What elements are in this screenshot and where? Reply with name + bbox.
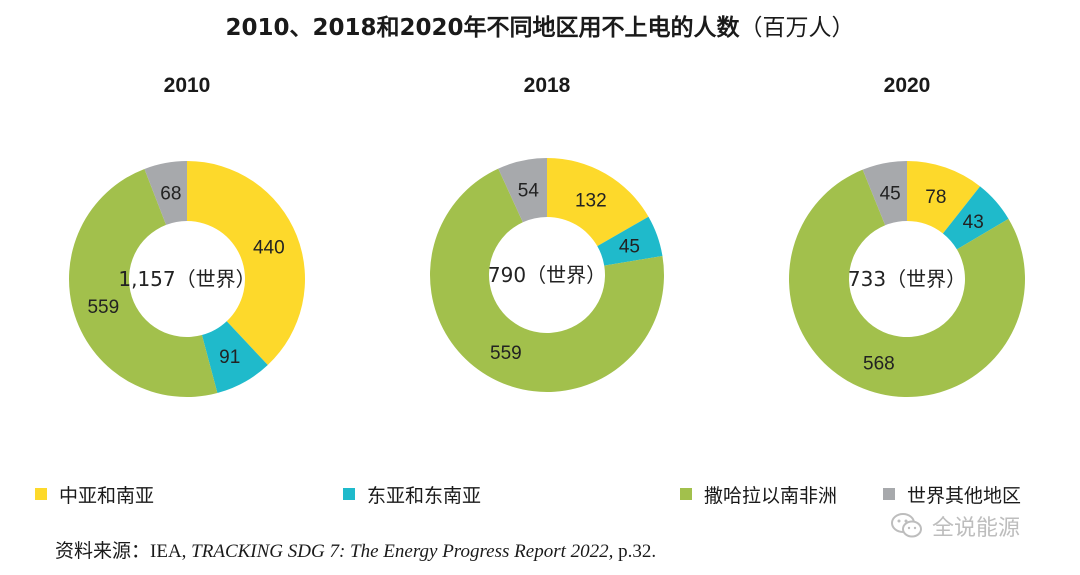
donut-chart-2020: 2020 78 43 568 45 733（世界） (788, 74, 1025, 398)
slice-value-label: 68 (160, 183, 181, 204)
source-org: IEA, (150, 541, 192, 562)
donut-slice-east-asia (201, 321, 268, 394)
source-note: 资料来源：IEA, TRACKING SDG 7: The Energy Pro… (55, 536, 656, 563)
donut-slice-ssa (69, 168, 218, 397)
slice-value-label: 43 (963, 212, 984, 233)
donut-center-label: 790（世界） (488, 263, 606, 287)
slice-value-label: 45 (619, 237, 640, 258)
donut-slice-east-asia (597, 216, 663, 266)
donut-slice-other (498, 158, 547, 223)
legend-label: 世界其他地区 (907, 484, 1022, 507)
slice-value-label: 54 (518, 181, 540, 202)
legend-label: 撒哈拉以南非洲 (704, 484, 838, 507)
donut-chart-2010: 2010 440 91 559 68 1,157（世界） (69, 74, 305, 397)
donut-center-label: 1,157（世界） (118, 267, 255, 291)
legend-item-south-asia: 中亚和南亚 (35, 480, 154, 508)
legend-item-east-asia: 东亚和东南亚 (343, 480, 481, 508)
source-page: p.32. (613, 541, 657, 562)
donut-slice-ssa (788, 169, 1025, 398)
legend-swatch (680, 488, 692, 500)
slice-value-label: 568 (863, 353, 895, 374)
donut-center-label: 733（世界） (848, 267, 966, 291)
slice-value-label: 559 (87, 297, 119, 318)
donut-title: 2020 (884, 74, 931, 97)
donut-chart-2018: 2018 132 45 559 54 790（世界） (430, 74, 664, 393)
watermark-text: 全说能源 (932, 516, 1021, 541)
legend-label: 东亚和东南亚 (367, 484, 482, 507)
legend-swatch (35, 488, 47, 500)
donut-title: 2010 (164, 74, 211, 97)
donut-slice-south-asia (907, 161, 981, 234)
wechat-icon (891, 513, 922, 538)
legend-swatch (343, 488, 355, 500)
donut-slice-east-asia (942, 186, 1009, 250)
slice-value-label: 132 (575, 190, 607, 211)
slice-value-label: 45 (880, 184, 901, 205)
legend-item-ssa: 撒哈拉以南非洲 (680, 480, 837, 508)
legend-label: 中亚和南亚 (59, 484, 155, 507)
chart-title-main: 2010、2018和2020年不同地区用不上电的人数 (225, 15, 740, 41)
slice-value-label: 440 (253, 238, 285, 259)
legend-item-other: 世界其他地区 (883, 480, 1021, 508)
slice-value-label: 78 (925, 187, 946, 208)
donut-slice-other (862, 161, 907, 226)
chart-title-unit: （百万人） (739, 15, 855, 41)
donut-slice-south-asia (547, 158, 649, 247)
slice-value-label: 91 (219, 347, 240, 368)
watermark: 全说能源 (890, 510, 1020, 542)
donut-slice-ssa (430, 168, 664, 393)
slice-value-label: 559 (490, 343, 522, 364)
donut-slice-other (144, 161, 187, 225)
donut-slice-south-asia (187, 161, 305, 366)
donut-charts: 2010 440 91 559 68 1,157（世界） 2018 132 45 559 54 790… (69, 74, 1025, 398)
chart-title: 2010、2018和2020年不同地区用不上电的人数（百万人） (0, 8, 1080, 42)
source-prefix: 资料来源： (55, 540, 151, 562)
legend-swatch (883, 488, 895, 500)
donut-title: 2018 (524, 74, 571, 97)
source-report: TRACKING SDG 7: The Energy Progress Repo… (191, 541, 614, 562)
